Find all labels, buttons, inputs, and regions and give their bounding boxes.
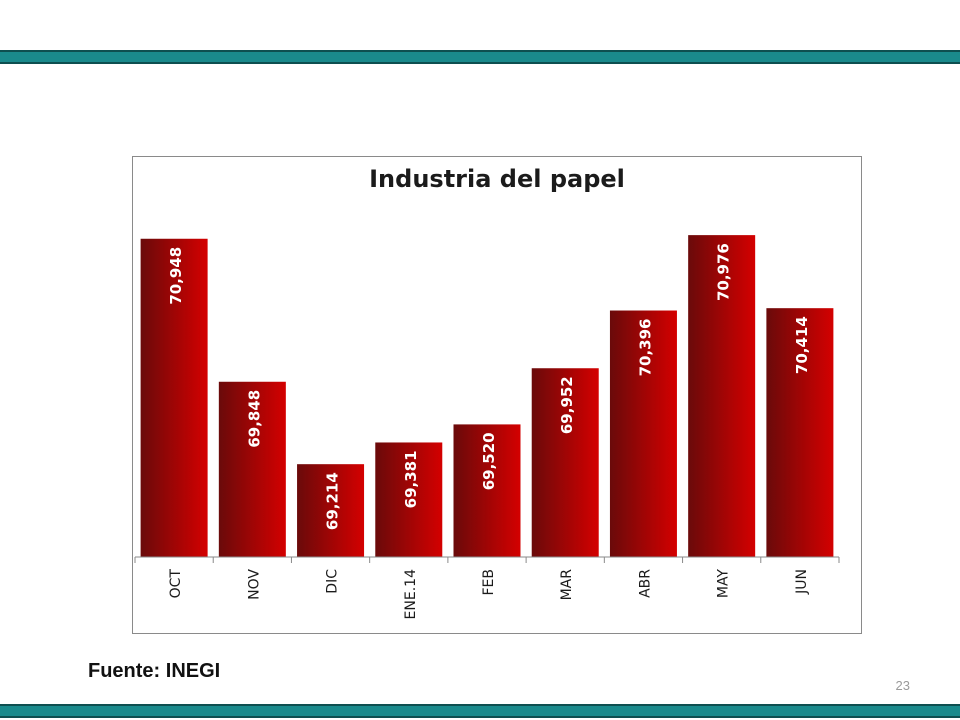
bar-nov	[218, 381, 286, 557]
data-label: 70,948	[167, 247, 185, 305]
data-label: 69,520	[480, 432, 498, 490]
bar-ene14	[375, 442, 443, 557]
bar-mar	[531, 368, 599, 557]
bar-may	[688, 235, 756, 557]
source-note: Fuente: INEGI	[88, 660, 221, 682]
category-tick-label: ABR	[637, 569, 653, 598]
page-number: 23	[895, 678, 910, 693]
data-label: 70,414	[793, 316, 811, 374]
category-tick-label: NOV	[246, 569, 262, 600]
category-tick-label: MAY	[716, 569, 732, 599]
bar-jun	[766, 308, 834, 557]
category-tick-label: MAR	[559, 569, 575, 601]
chart-title: Industria del papel	[369, 165, 625, 193]
data-label: 70,976	[715, 243, 733, 301]
chart-container: Industria del papel 70,948 OCT 69,848 NOV 69…	[132, 156, 862, 634]
bottom-accent-rule	[0, 704, 960, 718]
category-tick-label: FEB	[481, 569, 497, 596]
data-label: 69,381	[402, 450, 420, 508]
bar-oct	[140, 238, 208, 557]
category-tick-label: OCT	[168, 569, 184, 599]
bar-abr	[609, 310, 677, 557]
data-label: 69,214	[324, 472, 342, 530]
data-label: 69,848	[245, 390, 263, 448]
data-label: 69,952	[558, 376, 576, 434]
bar-feb	[453, 424, 521, 557]
category-tick-label: ENE.14	[403, 569, 419, 620]
category-tick-label: JUN	[794, 569, 810, 595]
bar-dic	[297, 464, 365, 557]
top-accent-rule	[0, 50, 960, 64]
data-label: 70,396	[636, 319, 654, 377]
category-tick-label: DIC	[325, 569, 341, 594]
bar-chart-plot: 70,948 OCT 69,848 NOV 69,214 DIC 69,381 ENE.14 6…	[134, 235, 840, 620]
